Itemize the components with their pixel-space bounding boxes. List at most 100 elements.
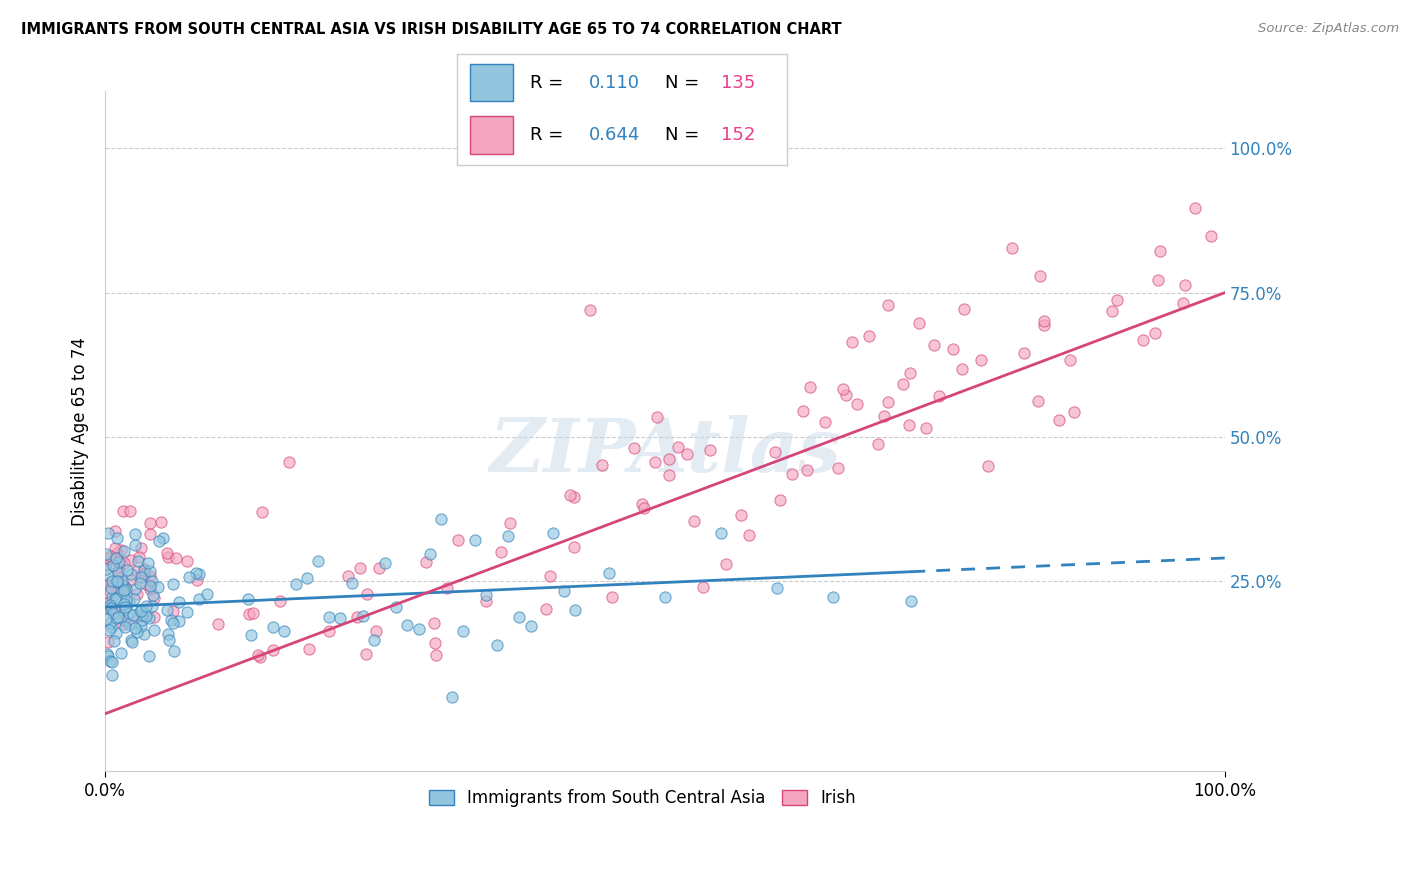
Point (710, 526, 733, 541)
Point (692, 580, 714, 594)
Point (156, 546, 179, 560)
Point (186, 573, 208, 587)
Text: 135: 135 (721, 73, 755, 92)
Point (97, 568, 120, 582)
Point (841, 334, 863, 349)
Point (541, 526, 564, 541)
Point (765, 445, 787, 459)
Text: ZIPAtlas: ZIPAtlas (489, 416, 841, 488)
Point (103, 601, 125, 615)
Point (112, 597, 135, 611)
Point (118, 616, 141, 631)
Point (96, 547, 118, 561)
Point (676, 447, 699, 461)
Point (441, 690, 464, 704)
Point (162, 615, 184, 630)
Point (101, 607, 124, 621)
Point (337, 568, 360, 582)
Point (97, 634, 120, 648)
Legend: Immigrants from South Central Asia, Irish: Immigrants from South Central Asia, Iris… (422, 783, 863, 814)
Point (368, 561, 391, 575)
Point (155, 603, 177, 617)
Point (163, 644, 186, 658)
Text: 152: 152 (721, 126, 755, 144)
Point (873, 409, 896, 424)
Point (242, 607, 264, 621)
Text: 0.644: 0.644 (589, 126, 641, 144)
Point (630, 497, 652, 511)
Point (98, 654, 121, 668)
Point (782, 467, 804, 481)
Point (108, 574, 131, 589)
Point (866, 437, 889, 451)
Point (97, 577, 120, 591)
Point (105, 574, 128, 588)
Point (1059, 353, 1081, 368)
Point (127, 554, 149, 568)
Point (108, 559, 131, 574)
Point (877, 298, 900, 312)
Point (349, 561, 371, 575)
Point (136, 557, 159, 571)
Point (111, 574, 134, 589)
Point (157, 632, 180, 647)
Point (100, 603, 122, 617)
Point (124, 621, 146, 635)
Point (96, 596, 118, 610)
Point (364, 624, 387, 638)
Point (104, 541, 127, 555)
Point (100, 602, 122, 616)
Point (186, 566, 208, 581)
Point (769, 493, 792, 508)
Point (134, 567, 156, 582)
Point (835, 388, 858, 402)
Point (162, 604, 184, 618)
Point (103, 633, 125, 648)
Point (114, 620, 136, 634)
Point (408, 622, 430, 636)
Point (96, 612, 118, 626)
Point (425, 648, 447, 662)
Point (98, 551, 121, 566)
Point (284, 576, 307, 591)
Point (129, 575, 152, 590)
Point (644, 455, 666, 469)
Point (157, 627, 180, 641)
Point (1105, 293, 1128, 308)
Point (298, 642, 321, 657)
Point (1063, 404, 1085, 418)
Point (100, 590, 122, 604)
Point (98, 623, 121, 637)
Point (107, 555, 129, 569)
Point (105, 586, 128, 600)
Point (127, 609, 149, 624)
Point (139, 569, 162, 583)
Point (714, 557, 737, 571)
Point (269, 594, 291, 608)
Point (898, 366, 921, 380)
Point (176, 606, 198, 620)
Point (538, 569, 561, 583)
Point (352, 609, 374, 624)
Point (318, 610, 340, 624)
Point (1001, 241, 1024, 255)
Point (922, 338, 945, 352)
Point (138, 648, 160, 663)
Point (110, 543, 132, 558)
Point (96, 562, 118, 576)
Point (122, 608, 145, 623)
Point (156, 550, 179, 565)
Text: IMMIGRANTS FROM SOUTH CENTRAL ASIA VS IRISH DISABILITY AGE 65 TO 74 CORRELATION : IMMIGRANTS FROM SOUTH CENTRAL ASIA VS IR… (21, 22, 842, 37)
Point (419, 547, 441, 561)
Point (385, 600, 408, 615)
Point (914, 421, 936, 435)
Point (658, 452, 681, 467)
Point (100, 601, 122, 615)
Point (591, 458, 613, 473)
Point (105, 575, 128, 590)
Point (135, 577, 157, 591)
Point (318, 624, 340, 639)
Point (558, 488, 581, 502)
Point (127, 565, 149, 579)
Point (1149, 244, 1171, 258)
